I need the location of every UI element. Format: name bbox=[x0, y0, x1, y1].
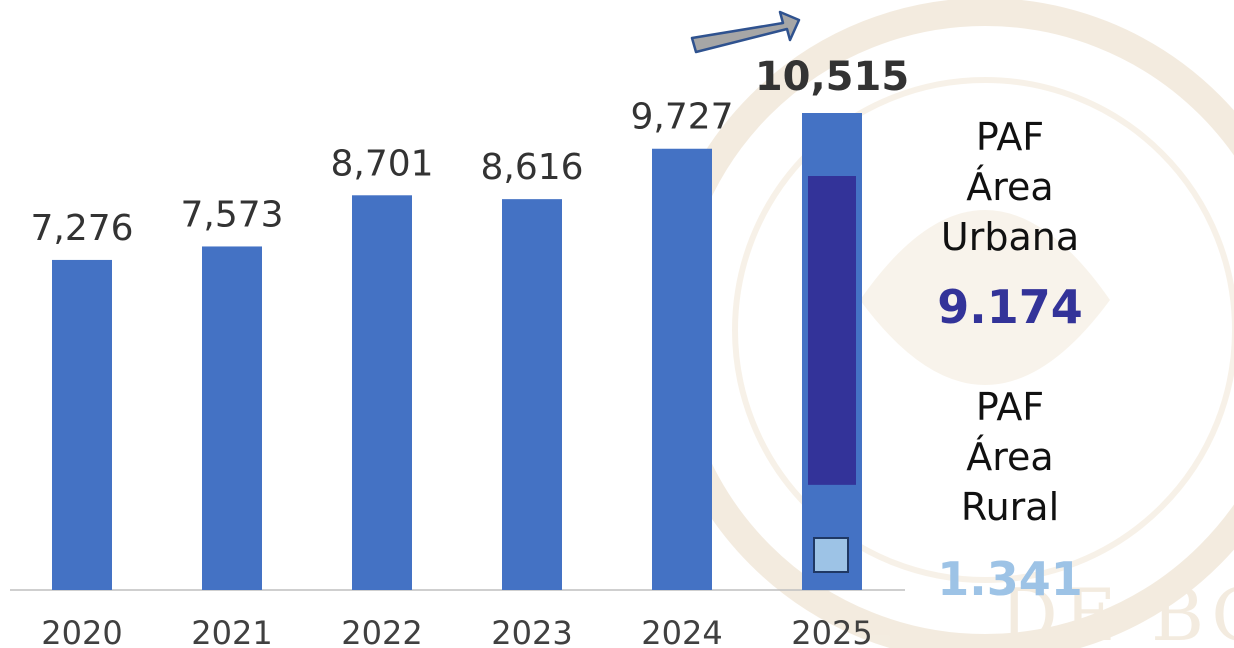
x-tick-2025: 2025 bbox=[791, 614, 872, 648]
value-labels-group: 7,276 7,573 8,701 8,616 9,727 10,515 bbox=[30, 54, 909, 249]
watermark-text: DE BOLIVIA bbox=[1000, 573, 1234, 648]
urban-label-line-2: Área bbox=[966, 165, 1054, 209]
bar-2021 bbox=[202, 246, 262, 590]
segment-rural bbox=[813, 537, 849, 573]
segment-urban bbox=[808, 176, 856, 485]
rural-value: 1.341 bbox=[937, 552, 1083, 606]
value-label-2023: 8,616 bbox=[480, 147, 583, 188]
x-tick-2024: 2024 bbox=[641, 614, 722, 648]
x-tick-2022: 2022 bbox=[341, 614, 422, 648]
bars-group bbox=[52, 113, 862, 591]
bar-2024 bbox=[652, 148, 712, 590]
x-tick-2020: 2020 bbox=[41, 614, 122, 648]
rural-label-line-1: PAF bbox=[975, 385, 1045, 429]
rural-label-line-3: Rural bbox=[960, 485, 1060, 529]
value-label-2025: 10,515 bbox=[755, 54, 909, 100]
x-tick-2021: 2021 bbox=[191, 614, 272, 648]
bar-2023 bbox=[502, 199, 562, 590]
trend-arrow-icon bbox=[690, 10, 801, 54]
x-tick-2023: 2023 bbox=[491, 614, 572, 648]
rural-label: PAF Área Rural bbox=[920, 382, 1100, 532]
rural-label-line-2: Área bbox=[966, 435, 1054, 479]
urban-value: 9.174 bbox=[937, 280, 1083, 334]
value-label-2024: 9,727 bbox=[630, 97, 733, 138]
bar-2022 bbox=[352, 195, 412, 591]
urban-label: PAF Área Urbana bbox=[920, 112, 1100, 262]
urban-label-line-3: Urbana bbox=[940, 215, 1080, 259]
x-tick-labels-group: 2020 2021 2022 2023 2024 2025 bbox=[41, 614, 872, 648]
bar-2020 bbox=[52, 259, 112, 590]
value-label-2020: 7,276 bbox=[30, 208, 133, 249]
value-label-2021: 7,573 bbox=[180, 194, 283, 235]
urban-label-line-1: PAF bbox=[975, 115, 1045, 159]
value-label-2022: 8,701 bbox=[330, 143, 433, 184]
